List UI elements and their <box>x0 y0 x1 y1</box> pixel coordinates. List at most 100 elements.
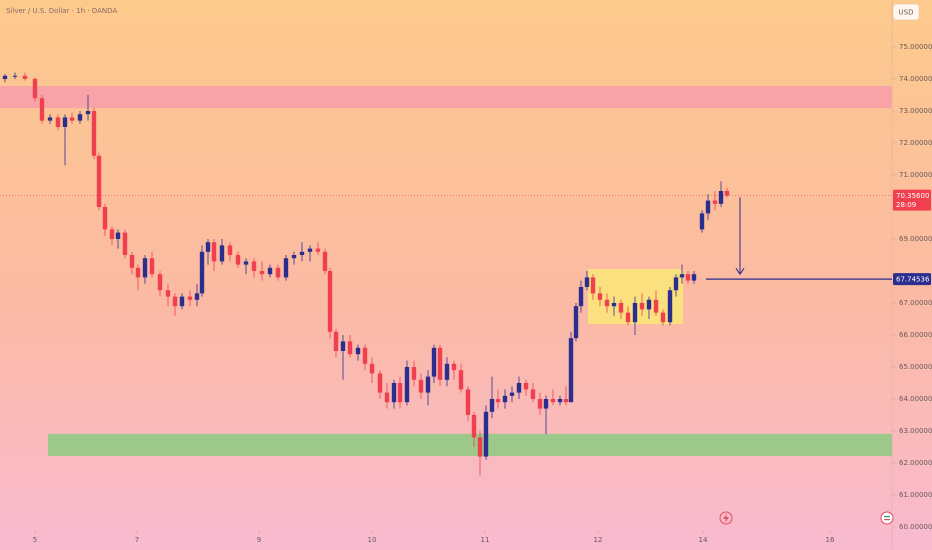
candle-body <box>705 200 711 214</box>
level-label-box <box>893 273 931 286</box>
candle-body <box>187 296 193 300</box>
candle-body <box>724 191 730 196</box>
candle-body <box>568 338 574 403</box>
candle-body <box>77 114 83 121</box>
level-label: 67.74536 <box>896 276 930 284</box>
candle-body <box>115 232 121 240</box>
x-tick-label: 5 <box>33 536 37 544</box>
candle-body <box>523 382 529 390</box>
countdown-label: 28:09 <box>896 201 916 209</box>
candle-body <box>333 331 339 351</box>
candle-body <box>425 376 431 393</box>
candle-body <box>418 379 424 393</box>
last-price-box <box>893 189 931 211</box>
candle-body <box>578 286 584 307</box>
candle-body <box>32 79 38 99</box>
candle-body <box>712 200 718 204</box>
candle-body <box>62 117 68 128</box>
candle-body <box>384 392 390 403</box>
candle-body <box>516 382 522 393</box>
candle-body <box>530 389 536 399</box>
candle-body <box>489 398 495 412</box>
x-tick-label: 14 <box>699 536 708 544</box>
candle-body <box>322 251 328 271</box>
logo-icon[interactable] <box>880 511 894 525</box>
candle-body <box>458 370 464 390</box>
candle-body <box>451 363 457 371</box>
candle-body <box>142 258 148 278</box>
candle-body <box>404 366 410 403</box>
y-tick-label: 63.00000 <box>899 427 932 435</box>
y-tick-label: 60.00000 <box>899 523 932 531</box>
candle-body <box>597 293 603 300</box>
candle-body <box>639 302 645 310</box>
x-tick-label: 12 <box>594 536 603 544</box>
candle-body <box>477 437 483 457</box>
candle-body <box>543 398 549 409</box>
candle-body <box>55 117 61 128</box>
candle-body <box>347 341 353 355</box>
currency-box[interactable] <box>892 3 920 21</box>
candle-body <box>397 382 403 403</box>
candle-body <box>85 111 91 115</box>
y-tick-label: 69.00000 <box>899 235 932 243</box>
candle-body <box>646 299 652 310</box>
x-tick-label: 16 <box>826 536 835 544</box>
candle-body <box>604 299 610 307</box>
y-tick-label: 64.00000 <box>899 395 932 403</box>
candle-body <box>509 392 515 396</box>
candle-body <box>483 411 489 457</box>
candle-body <box>2 75 8 80</box>
candle-body <box>632 302 638 323</box>
candle-body <box>673 277 679 291</box>
candle-body <box>355 347 361 355</box>
candle-body <box>179 296 185 307</box>
candle-body <box>718 191 724 204</box>
candle-body <box>550 398 556 403</box>
candle-body <box>557 398 563 403</box>
candle-body <box>157 274 163 291</box>
candle-body <box>327 270 333 332</box>
currency[interactable]: USD <box>899 9 914 17</box>
y-tick-label: 75.00000 <box>899 43 932 51</box>
candle-body <box>502 395 508 403</box>
candle-body <box>573 306 579 339</box>
zone <box>48 433 892 456</box>
candle-body <box>437 347 443 380</box>
candle-body <box>667 290 673 323</box>
candle-body <box>411 366 417 380</box>
candle-body <box>22 75 28 80</box>
candle-body <box>618 302 624 313</box>
candle-body <box>590 277 596 294</box>
candle-body <box>109 229 115 240</box>
candle-body <box>340 341 346 351</box>
candle-body <box>211 242 217 262</box>
candle-body <box>135 267 141 278</box>
candle-body <box>299 251 305 256</box>
candle-body <box>275 267 281 278</box>
replay-icon[interactable] <box>719 511 733 525</box>
candle-body <box>377 373 383 393</box>
candle-body <box>653 299 659 313</box>
candle-body <box>102 207 108 230</box>
candle-body <box>431 347 437 377</box>
candle-body <box>291 255 297 259</box>
candle-body <box>227 245 233 256</box>
candle-body <box>584 277 590 287</box>
candle-body <box>149 258 155 275</box>
candle-body <box>691 274 697 281</box>
zone <box>0 86 892 109</box>
candle-body <box>91 111 97 156</box>
candle-body <box>471 414 477 438</box>
candle-body <box>12 75 18 77</box>
x-tick-label: 7 <box>135 536 139 544</box>
candle-body <box>267 267 273 275</box>
candle-body <box>369 363 375 374</box>
candle-body <box>537 398 543 409</box>
y-tick-label: 72.00000 <box>899 139 932 147</box>
x-tick-label: 9 <box>257 536 261 544</box>
candle-body <box>172 296 178 307</box>
x-tick-label: 11 <box>481 536 490 544</box>
candle-body <box>219 245 225 262</box>
candle-body <box>699 213 705 230</box>
